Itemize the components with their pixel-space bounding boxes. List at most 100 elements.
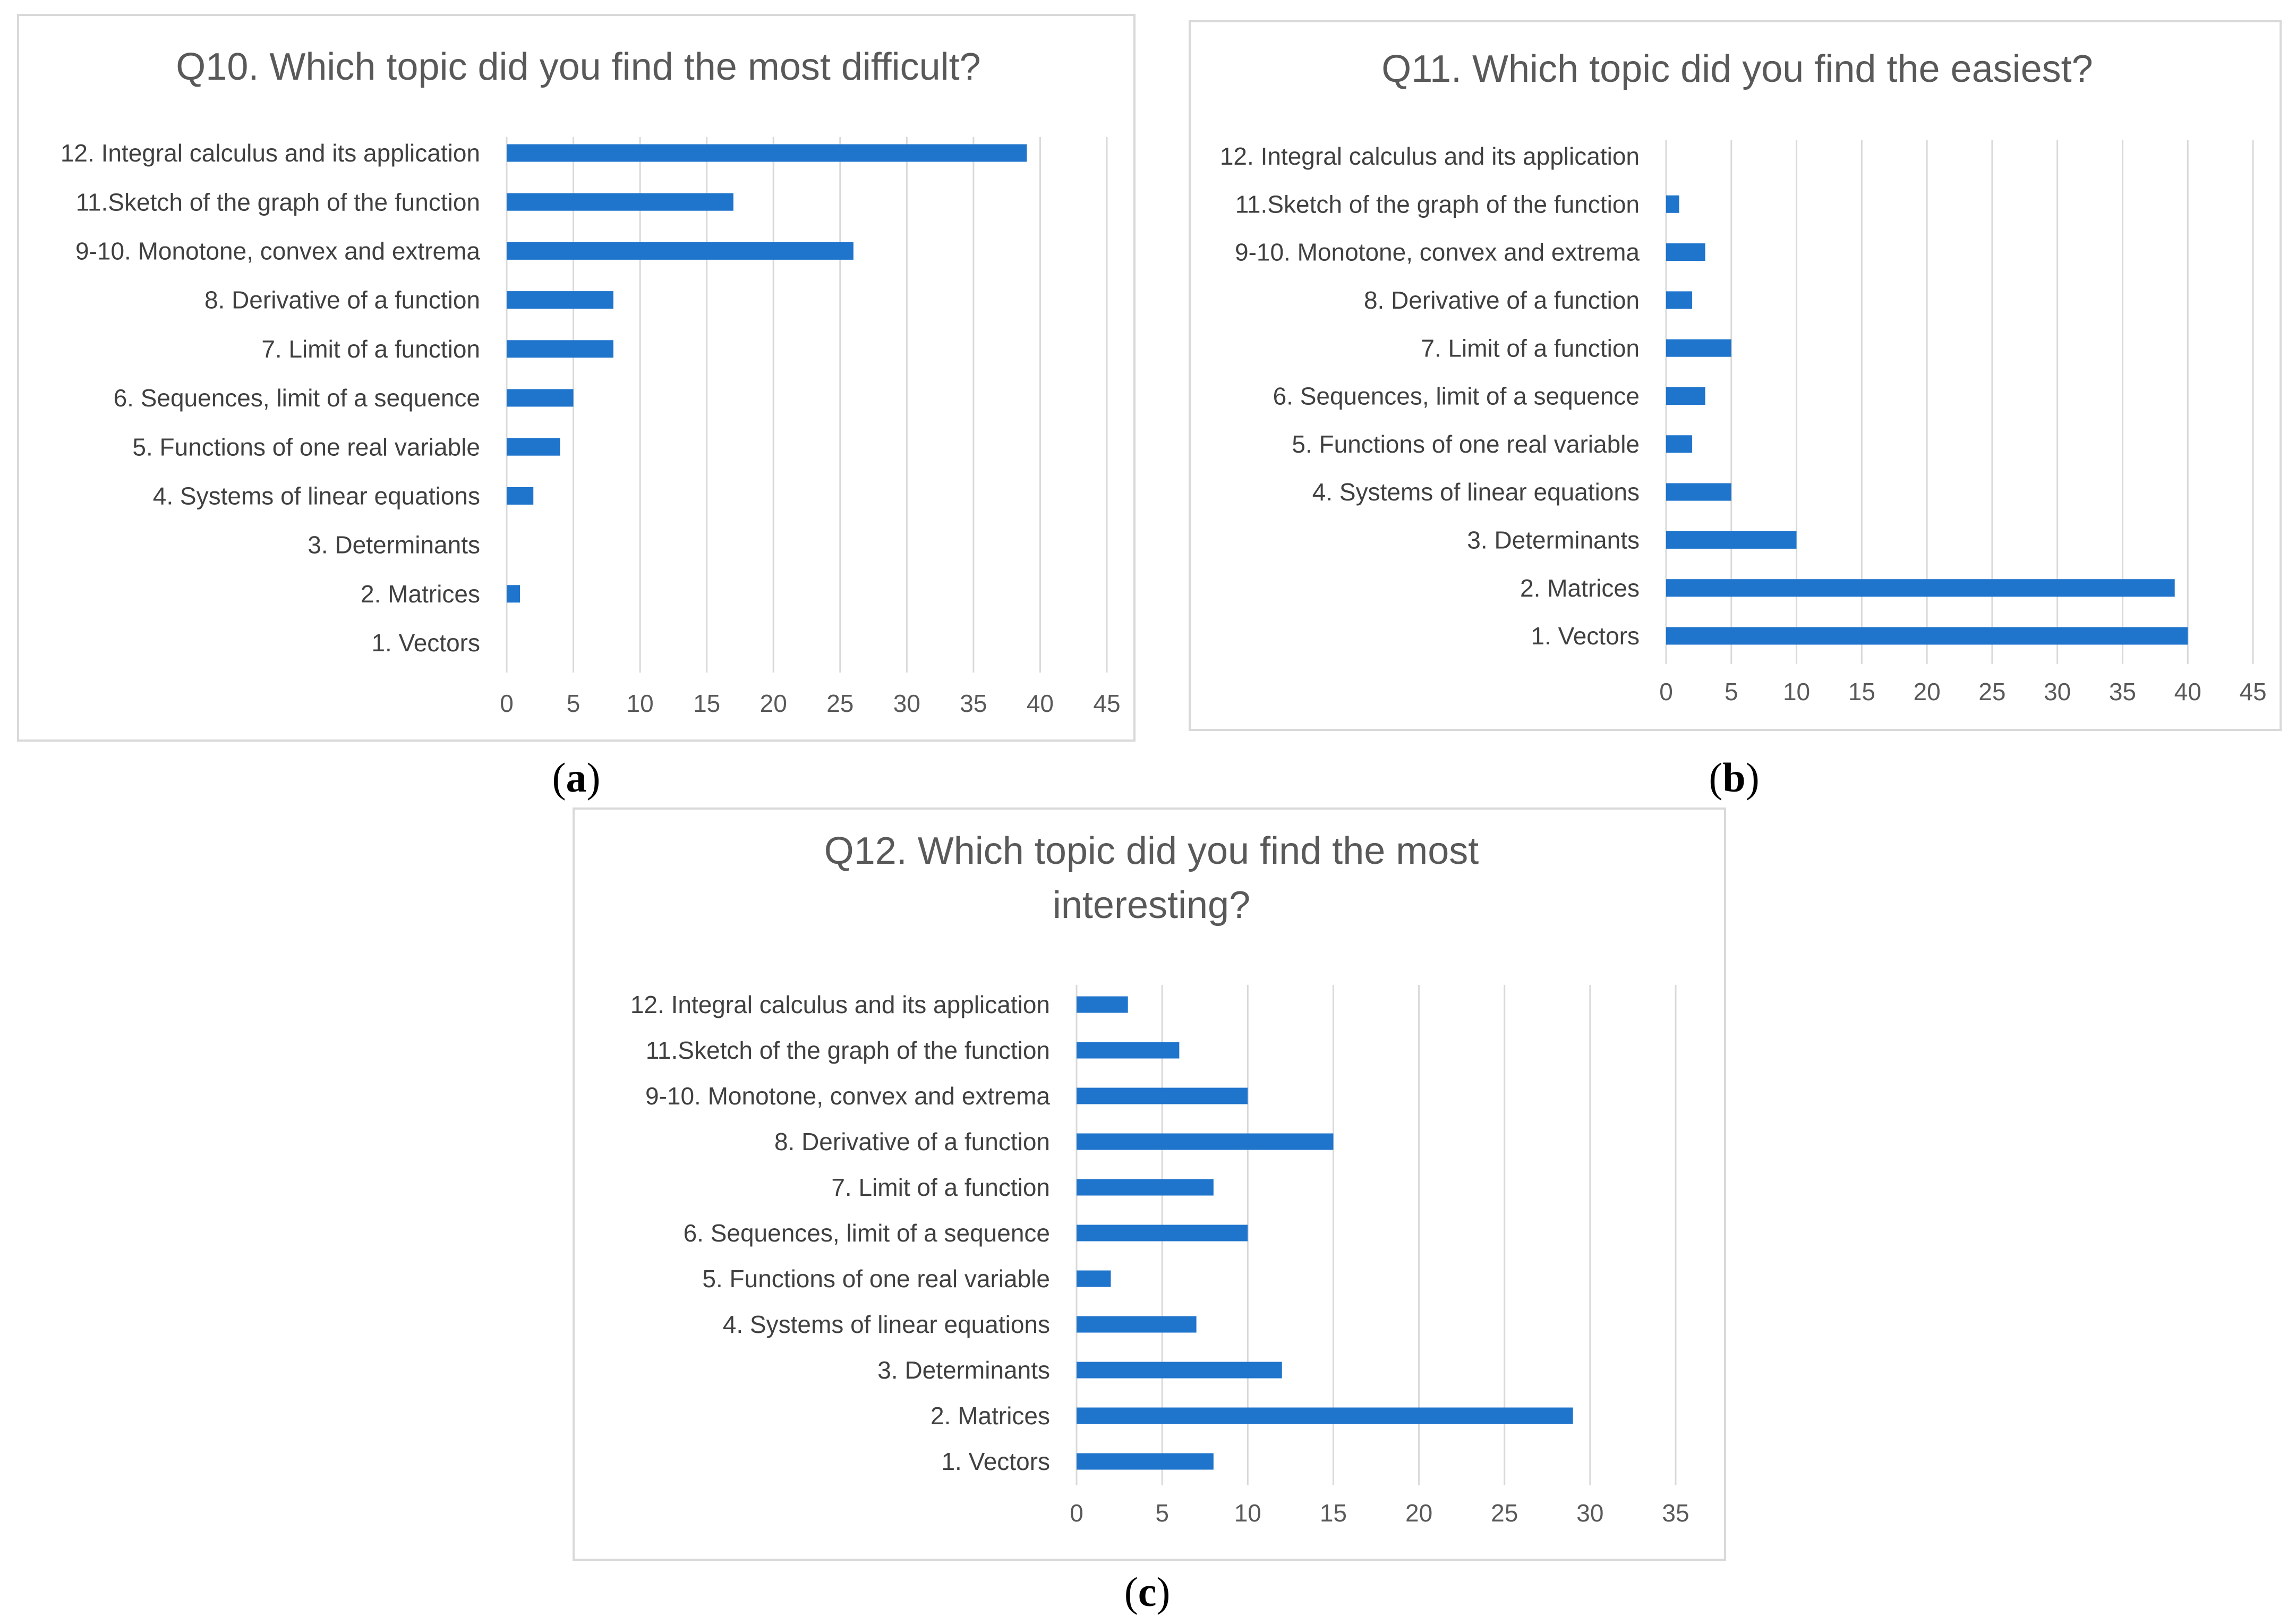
category-label: 4. Systems of linear equations xyxy=(723,1311,1050,1338)
category-label: 2. Matrices xyxy=(931,1402,1050,1430)
category-label: 12. Integral calculus and its applicatio… xyxy=(630,991,1050,1018)
chart-panel-q10: Q10. Which topic did you find the most d… xyxy=(17,14,1136,742)
x-tick-label: 45 xyxy=(1093,690,1120,717)
category-label: 9-10. Monotone, convex and extrema xyxy=(1235,239,1640,266)
x-tick-label: 25 xyxy=(1491,1499,1518,1527)
x-tick-label: 0 xyxy=(1070,1499,1083,1527)
x-tick-label: 5 xyxy=(567,690,581,717)
category-label: 7. Limit of a function xyxy=(1421,334,1640,362)
bar xyxy=(1077,1316,1197,1333)
category-label: 5. Functions of one real variable xyxy=(1292,430,1640,458)
bar xyxy=(507,389,574,407)
category-label: 1. Vectors xyxy=(941,1448,1050,1475)
x-tick-label: 30 xyxy=(2044,678,2071,705)
x-tick-label: 40 xyxy=(1027,690,1054,717)
bar xyxy=(1077,1407,1573,1424)
bar xyxy=(1666,627,2188,645)
x-tick-label: 30 xyxy=(1576,1499,1603,1527)
category-label: 3. Determinants xyxy=(877,1356,1050,1384)
category-label: 3. Determinants xyxy=(308,531,480,559)
x-tick-label: 25 xyxy=(1978,678,2005,705)
bar xyxy=(1077,1179,1214,1196)
bar xyxy=(1666,243,1705,261)
category-label: 8. Derivative of a function xyxy=(1364,286,1640,314)
bar xyxy=(507,340,613,358)
x-tick-label: 0 xyxy=(500,690,514,717)
x-tick-label: 30 xyxy=(893,690,920,717)
bar xyxy=(1077,1270,1111,1287)
x-tick-label: 5 xyxy=(1725,678,1738,705)
caption-a: (a) xyxy=(552,754,601,801)
x-tick-label: 20 xyxy=(760,690,787,717)
category-label: 11.Sketch of the graph of the function xyxy=(76,188,480,216)
x-tick-label: 25 xyxy=(826,690,853,717)
bar xyxy=(1077,1453,1214,1470)
caption-c: (c) xyxy=(1124,1569,1171,1615)
chart-title: interesting? xyxy=(1053,884,1250,926)
chart-title: Q12. Which topic did you find the most xyxy=(824,830,1479,872)
bar xyxy=(507,144,1027,162)
category-label: 5. Functions of one real variable xyxy=(132,433,480,461)
category-label: 12. Integral calculus and its applicatio… xyxy=(1220,142,1640,170)
x-tick-label: 5 xyxy=(1155,1499,1169,1527)
category-label: 2. Matrices xyxy=(1520,574,1640,602)
x-tick-label: 35 xyxy=(1662,1499,1689,1527)
bar xyxy=(1077,1362,1282,1379)
category-label: 9-10. Monotone, convex and extrema xyxy=(645,1082,1050,1110)
bar xyxy=(507,242,853,260)
chart-panel-q12: Q12. Which topic did you find the most in… xyxy=(573,807,1726,1561)
bar xyxy=(1666,387,1705,405)
category-label: 6. Sequences, limit of a sequence xyxy=(684,1219,1050,1247)
x-tick-label: 35 xyxy=(2109,678,2136,705)
bar xyxy=(507,193,733,211)
bar xyxy=(1077,1087,1248,1104)
category-label: 8. Derivative of a function xyxy=(204,286,480,314)
category-label: 5. Functions of one real variable xyxy=(702,1265,1050,1293)
x-tick-label: 10 xyxy=(1783,678,1810,705)
x-tick-label: 45 xyxy=(2239,678,2266,705)
chart-panel-q11: Q11. Which topic did you find the easies… xyxy=(1189,20,2282,731)
bar xyxy=(1666,195,1679,213)
chart-q12: Q12. Which topic did you find the most in… xyxy=(630,830,1689,1527)
category-label: 3. Determinants xyxy=(1467,526,1640,554)
x-tick-label: 35 xyxy=(960,690,987,717)
chart-q11: Q11. Which topic did you find the easies… xyxy=(1220,48,2267,705)
bar xyxy=(1666,339,1731,357)
x-tick-label: 15 xyxy=(1320,1499,1347,1527)
caption-b: (b) xyxy=(1709,754,1760,801)
x-tick-label: 15 xyxy=(693,690,720,717)
category-label: 1. Vectors xyxy=(1531,622,1640,650)
category-label: 11.Sketch of the graph of the function xyxy=(1235,190,1640,218)
chart-title: Q10. Which topic did you find the most d… xyxy=(176,46,980,88)
category-label: 11.Sketch of the graph of the function xyxy=(646,1036,1050,1064)
bar xyxy=(1666,483,1731,501)
category-label: 4. Systems of linear equations xyxy=(1312,478,1640,506)
chart-title: Q11. Which topic did you find the easies… xyxy=(1381,48,2093,90)
category-label: 7. Limit of a function xyxy=(261,335,480,363)
x-tick-label: 15 xyxy=(1848,678,1875,705)
bar xyxy=(507,438,560,456)
bar xyxy=(1077,1225,1248,1242)
category-label: 2. Matrices xyxy=(361,580,480,608)
bar xyxy=(1077,1042,1180,1059)
x-tick-label: 10 xyxy=(627,690,654,717)
bar xyxy=(507,585,520,603)
bar xyxy=(1666,435,1693,453)
bar xyxy=(1077,1133,1334,1150)
category-label: 9-10. Monotone, convex and extrema xyxy=(75,237,480,265)
bar xyxy=(507,291,613,309)
chart-q10: Q10. Which topic did you find the most d… xyxy=(61,46,1121,717)
x-tick-label: 20 xyxy=(1914,678,1941,705)
category-label: 1. Vectors xyxy=(371,629,480,657)
category-label: 6. Sequences, limit of a sequence xyxy=(1273,382,1640,410)
category-label: 7. Limit of a function xyxy=(831,1174,1050,1201)
bar xyxy=(1666,531,1797,549)
category-label: 12. Integral calculus and its applicatio… xyxy=(61,139,480,167)
x-tick-label: 20 xyxy=(1405,1499,1432,1527)
bar xyxy=(1077,996,1128,1013)
x-tick-label: 0 xyxy=(1659,678,1673,705)
category-label: 8. Derivative of a function xyxy=(774,1128,1050,1155)
x-tick-label: 40 xyxy=(2174,678,2201,705)
category-label: 6. Sequences, limit of a sequence xyxy=(114,384,480,412)
bar xyxy=(1666,579,2175,597)
